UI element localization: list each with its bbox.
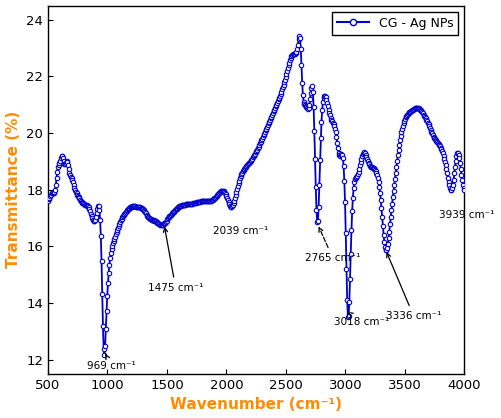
Text: 2765 cm⁻¹: 2765 cm⁻¹	[305, 228, 360, 263]
X-axis label: Wavenumber (cm⁻¹): Wavenumber (cm⁻¹)	[170, 398, 342, 413]
Text: 3336 cm⁻¹: 3336 cm⁻¹	[385, 253, 440, 321]
Text: 1475 cm⁻¹: 1475 cm⁻¹	[148, 228, 203, 293]
Text: 3018 cm⁻¹: 3018 cm⁻¹	[333, 312, 388, 326]
Text: 3939 cm⁻¹: 3939 cm⁻¹	[438, 210, 494, 220]
Y-axis label: Transmittance (%): Transmittance (%)	[6, 111, 21, 268]
Text: 2039 cm⁻¹: 2039 cm⁻¹	[213, 226, 268, 236]
Legend: CG - Ag NPs: CG - Ag NPs	[332, 12, 457, 35]
Text: 969 cm⁻¹: 969 cm⁻¹	[87, 355, 136, 370]
